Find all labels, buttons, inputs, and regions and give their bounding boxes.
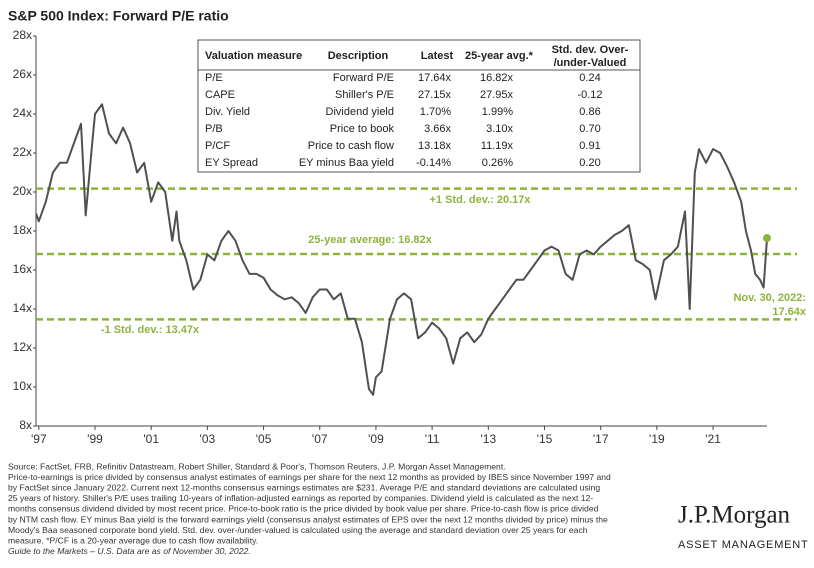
y-tick-label: 18x	[13, 223, 32, 237]
footnote: 25 years of history. Shiller's P/E uses …	[8, 493, 593, 503]
x-tick-label: '11	[425, 432, 440, 446]
table-header: Latest	[421, 50, 454, 62]
y-tick-label: 24x	[13, 106, 32, 120]
table-cell: Forward P/E	[333, 72, 394, 84]
reference-label: +1 Std. dev.: 20.17x	[430, 194, 532, 206]
footnote: Guide to the Markets – U.S. Data are as …	[8, 546, 251, 556]
end-label: 17.64x	[772, 306, 807, 318]
table-cell: EY minus Baa yield	[299, 157, 394, 169]
table-cell: 3.66x	[424, 123, 451, 135]
table-cell: -0.14%	[416, 157, 451, 169]
x-tick-label: '07	[312, 432, 328, 446]
end-label: Nov. 30, 2022:	[733, 292, 806, 304]
y-tick-label: 22x	[13, 145, 32, 159]
end-point	[763, 234, 771, 243]
reference-label: 25-year average: 16.82x	[308, 234, 432, 246]
table-cell: 0.70	[579, 123, 600, 135]
reference-label: -1 Std. dev.: 13.47x	[101, 324, 200, 336]
table-cell: 1.99%	[482, 106, 513, 118]
y-tick-label: 28x	[13, 28, 32, 42]
table-cell: 13.18x	[418, 140, 452, 152]
table-cell: 3.10x	[486, 123, 513, 135]
x-tick-label: '09	[368, 432, 384, 446]
table-box	[197, 39, 641, 173]
table-cell: 17.64x	[418, 72, 452, 84]
y-tick-label: 20x	[13, 184, 32, 198]
y-tick-label: 16x	[13, 262, 32, 276]
table-cell: 11.19x	[481, 140, 514, 152]
table-cell: 0.91	[579, 140, 600, 152]
table-cell: 0.24	[579, 72, 600, 84]
table-header: /under-Valued	[554, 57, 627, 69]
table-header: Valuation measure	[205, 50, 302, 62]
table-header: Description	[328, 50, 389, 62]
x-tick-label: '99	[87, 432, 103, 446]
table-cell: 0.86	[579, 106, 600, 118]
footnote: by NTM cash flow. EY minus Baa yield is …	[8, 514, 608, 524]
footnote: Price-to-earnings is price divided by co…	[8, 472, 611, 482]
x-tick-label: '21	[705, 432, 721, 446]
y-tick-label: 10x	[13, 379, 32, 393]
x-tick-label: '97	[31, 432, 47, 446]
table-cell: Price to cash flow	[308, 140, 394, 152]
footnote: months consensus dividend divided by mos…	[8, 504, 599, 514]
table-cell: CAPE	[205, 89, 235, 101]
x-tick-label: '17	[593, 432, 609, 446]
chart-title: S&P 500 Index: Forward P/E ratio	[8, 8, 229, 24]
y-tick-label: 12x	[13, 340, 32, 354]
table-cell: P/CF	[205, 140, 230, 152]
x-tick-label: '13	[480, 432, 496, 446]
table-cell: 1.70%	[420, 106, 451, 118]
logo: J.P.Morgan	[678, 502, 791, 529]
y-tick-label: 14x	[13, 301, 32, 315]
table-cell: 27.95x	[480, 89, 514, 101]
table-cell: Price to book	[330, 123, 395, 135]
table-cell: Div. Yield	[205, 106, 250, 118]
x-tick-label: '01	[143, 432, 159, 446]
footnote: measure. *P/CF is a 20-year average due …	[8, 535, 258, 545]
table-cell: Dividend yield	[326, 106, 394, 118]
table-header: 25-year avg.*	[465, 50, 534, 62]
y-tick-label: 8x	[19, 418, 32, 432]
x-tick-label: '03	[200, 432, 216, 446]
series-line	[35, 103, 768, 396]
x-tick-label: '15	[537, 432, 553, 446]
table-cell: P/E	[205, 72, 223, 84]
footnote: Source: FactSet, FRB, Refinitiv Datastre…	[8, 461, 506, 471]
table-cell: -0.12	[577, 89, 602, 101]
footnote: Moody's Baa seasoned corporate bond yiel…	[8, 525, 588, 535]
table-cell: P/B	[205, 123, 223, 135]
table-cell: Shiller's P/E	[335, 89, 394, 101]
x-tick-label: '19	[649, 432, 665, 446]
table-cell: 16.82x	[480, 72, 514, 84]
table-header: Std. dev. Over-	[552, 44, 629, 56]
y-tick-label: 26x	[13, 67, 32, 81]
x-tick-label: '05	[256, 432, 272, 446]
footnote: by FactSet since January 2022. Current n…	[8, 482, 600, 492]
table-cell: 27.15x	[418, 89, 452, 101]
table-cell: 0.26%	[482, 157, 513, 169]
logo-sub: ASSET MANAGEMENT	[678, 539, 809, 551]
table-cell: EY Spread	[205, 157, 258, 169]
table-cell: 0.20	[579, 157, 600, 169]
